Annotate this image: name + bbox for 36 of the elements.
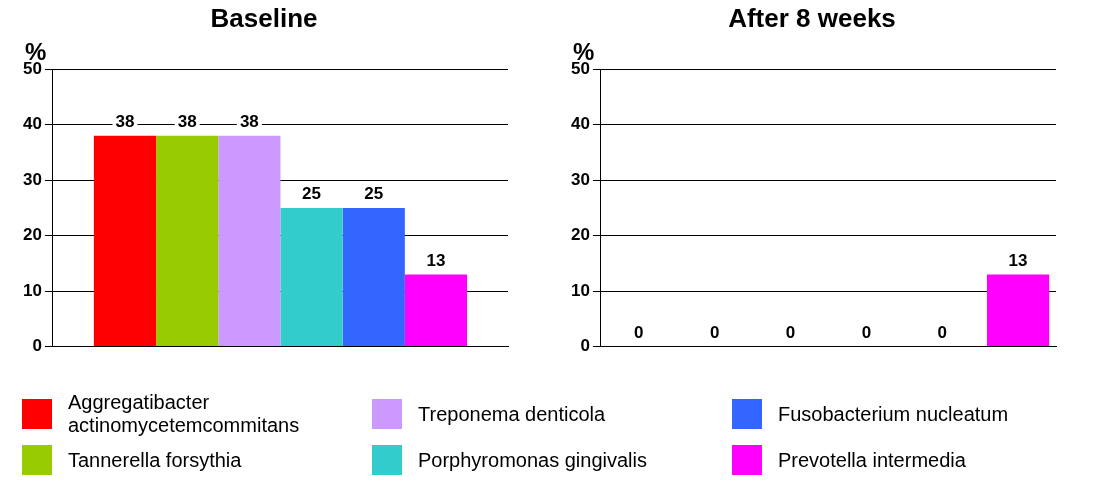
legend-label: Prevotella intermedia xyxy=(778,448,966,472)
chart-title: Baseline xyxy=(210,2,318,33)
y-tick-label: 10 xyxy=(570,280,590,300)
y-tick-label: 30 xyxy=(22,169,42,189)
y-tick-label: 40 xyxy=(22,114,42,134)
legend-label: Fusobacterium nucleatum xyxy=(778,402,1009,426)
bar xyxy=(404,274,468,347)
data-label: 38 xyxy=(177,111,197,131)
data-label: 13 xyxy=(1008,250,1028,270)
legend-label: Treponema denticola xyxy=(418,402,606,426)
data-label: 13 xyxy=(426,250,446,270)
data-label: 38 xyxy=(239,111,259,131)
data-label: 0 xyxy=(937,322,947,342)
y-tick-label: 0 xyxy=(32,336,42,356)
data-label: 0 xyxy=(634,322,644,342)
y-tick-label: 40 xyxy=(570,114,590,134)
data-label: 38 xyxy=(115,111,135,131)
bar xyxy=(342,207,405,347)
y-tick-label: 30 xyxy=(570,169,590,189)
legend-label: Aggregatibacter actinomycetemcommitans xyxy=(68,391,301,437)
data-label: 0 xyxy=(709,322,720,342)
bar xyxy=(156,135,219,347)
y-tick-label: 0 xyxy=(580,336,590,356)
data-label: 25 xyxy=(364,184,384,204)
y-tick-label: 10 xyxy=(22,280,42,300)
legend-label: Porphyromonas gingivalis xyxy=(418,448,648,472)
bar xyxy=(93,135,157,347)
y-tick-label: 20 xyxy=(570,225,590,245)
data-label: 0 xyxy=(785,322,796,342)
legend-label: Tannerella forsythia xyxy=(68,448,242,472)
data-label: 0 xyxy=(861,322,872,342)
data-label: 25 xyxy=(302,184,322,204)
bar xyxy=(218,135,281,347)
bar xyxy=(280,207,343,347)
chart-title: After 8 weeks xyxy=(728,2,896,33)
y-tick-label: 20 xyxy=(22,225,42,245)
